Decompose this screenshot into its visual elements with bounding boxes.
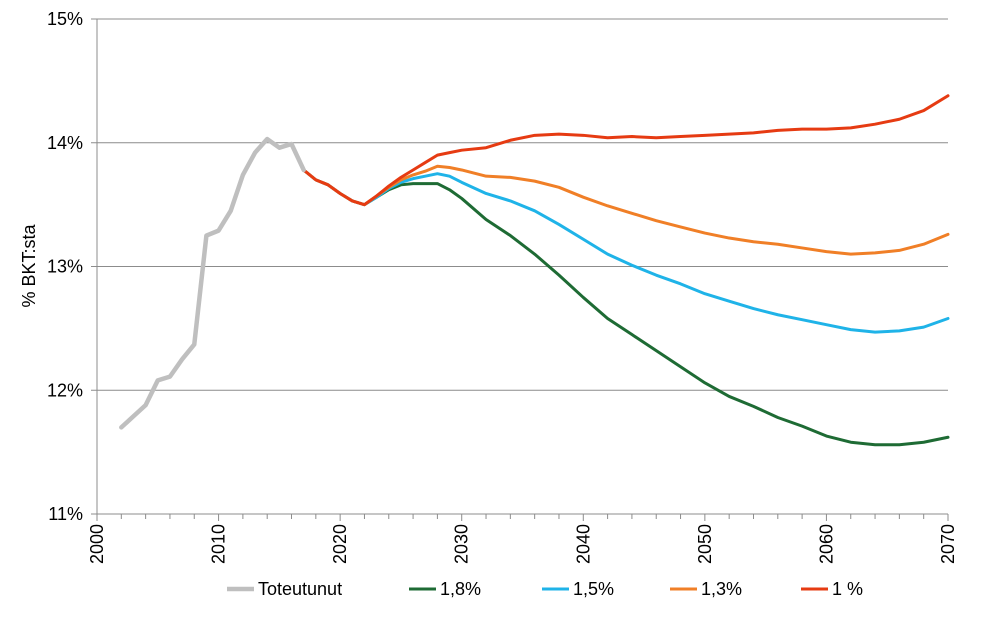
- series-line-1: [119, 136, 306, 430]
- legend-label: Toteutunut: [258, 579, 342, 599]
- x-tick-label: 2050: [695, 524, 715, 564]
- legend-label: 1,3%: [701, 579, 742, 599]
- legend-label: 1,5%: [573, 579, 614, 599]
- gridlines: [97, 18, 948, 391]
- y-tick-label: 11%: [48, 504, 83, 524]
- series-lines: [119, 94, 950, 447]
- y-tick-labels: 11% 12% 13% 14% 15%: [47, 9, 83, 524]
- x-tick-label: 2030: [452, 524, 472, 564]
- x-tick-labels: 2000 2010 2020 2030 2040 2050 2060 2070: [87, 524, 958, 564]
- y-tick-label: 13%: [47, 257, 83, 277]
- x-tick-label: 2000: [87, 524, 107, 564]
- x-tick-label: 2020: [330, 524, 350, 564]
- legend-label: 1 %: [832, 579, 863, 599]
- legend-label: 1,8%: [440, 579, 481, 599]
- series-line-3: [302, 168, 950, 334]
- y-tick-label: 12%: [47, 380, 83, 400]
- x-tick-label: 2060: [816, 524, 836, 564]
- y-axis-label: % BKT:sta: [19, 223, 39, 307]
- x-tick-label: 2070: [938, 524, 958, 564]
- legend: Toteutunut 1,8% 1,5% 1,3% 1 %: [227, 579, 863, 599]
- y-tick-label: 15%: [47, 9, 83, 29]
- y-tick-label: 14%: [47, 133, 83, 153]
- x-tick-label: 2010: [209, 524, 229, 564]
- axes: [91, 18, 949, 521]
- x-tick-label: 2040: [573, 524, 593, 564]
- series-line-5: [302, 94, 950, 207]
